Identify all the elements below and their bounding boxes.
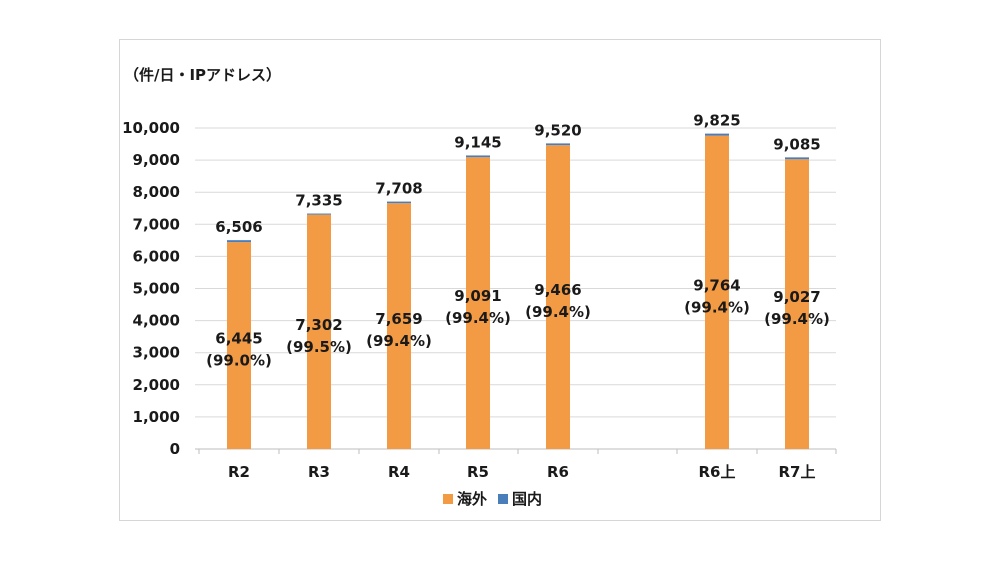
overseas-value-label: 9,764 — [693, 276, 740, 294]
bar-overseas — [307, 214, 331, 449]
legend-swatch-overseas — [443, 494, 453, 504]
bar-overseas — [387, 203, 411, 449]
gridlines — [195, 127, 837, 454]
x-tick-label: R7上 — [779, 463, 816, 481]
x-tick-label: R4 — [388, 463, 410, 481]
total-label: 7,708 — [375, 180, 422, 198]
overseas-value-label: 7,659 — [375, 310, 422, 328]
chart-frame: （件/日・IPアドレス） 0 1,000 2,000 3,000 4,000 5,000 6… — [119, 39, 881, 521]
overseas-value-label: 7,302 — [295, 316, 342, 334]
overseas-percent-label: (99.4%) — [366, 332, 432, 350]
bar-overseas — [546, 145, 570, 449]
x-tick-label: R5 — [467, 463, 489, 481]
bar-domestic — [227, 240, 251, 243]
x-axis-ticks: R2 R3 R4 R5 R6 R6上 R7上 — [228, 463, 816, 481]
y-tick-label: 7,000 — [133, 215, 180, 233]
bar-overseas — [466, 157, 490, 449]
y-tick-label: 10,000 — [122, 119, 180, 137]
total-label: 9,825 — [693, 112, 740, 130]
y-tick-label: 0 — [170, 440, 180, 458]
total-label: 7,335 — [295, 192, 342, 210]
data-labels: 6,506 6,445 (99.0%) 7,335 7,302 (99.5%) 7,708 7… — [206, 112, 830, 370]
x-tick-label: R3 — [308, 463, 330, 481]
overseas-percent-label: (99.5%) — [286, 338, 352, 356]
y-tick-label: 9,000 — [133, 151, 180, 169]
bar-domestic — [785, 157, 809, 160]
y-tick-label: 2,000 — [133, 376, 180, 394]
bar-overseas — [227, 242, 251, 449]
x-tick-label: R6 — [547, 463, 569, 481]
overseas-percent-label: (99.4%) — [764, 310, 830, 328]
bar-domestic — [705, 133, 729, 136]
bar-domestic — [387, 201, 411, 204]
bar-overseas — [705, 135, 729, 449]
overseas-percent-label: (99.4%) — [525, 303, 591, 321]
overseas-value-label: 9,027 — [773, 288, 820, 306]
total-label: 6,506 — [215, 218, 262, 236]
y-tick-label: 1,000 — [133, 408, 180, 426]
overseas-percent-label: (99.4%) — [445, 309, 511, 327]
overseas-value-label: 6,445 — [215, 330, 262, 348]
overseas-percent-label: (99.0%) — [206, 352, 272, 370]
y-tick-label: 8,000 — [133, 183, 180, 201]
overseas-value-label: 9,091 — [454, 287, 501, 305]
bar-chart: （件/日・IPアドレス） 0 1,000 2,000 3,000 4,000 5,000 6… — [122, 66, 837, 508]
overseas-value-label: 9,466 — [534, 281, 581, 299]
y-tick-label: 4,000 — [133, 312, 180, 330]
y-tick-label: 6,000 — [133, 247, 180, 265]
total-label: 9,085 — [773, 135, 820, 153]
total-label: 9,520 — [534, 121, 581, 139]
bar-domestic — [466, 155, 490, 158]
x-tick-label: R2 — [228, 463, 250, 481]
legend-label-domestic: 国内 — [512, 490, 542, 508]
legend-label-overseas: 海外 — [457, 490, 487, 508]
y-unit-label: （件/日・IPアドレス） — [124, 66, 281, 84]
bar-domestic — [546, 143, 570, 146]
bars — [227, 133, 809, 449]
x-tick-label: R6上 — [699, 463, 736, 481]
y-tick-label: 3,000 — [133, 344, 180, 362]
bar-overseas — [785, 159, 809, 449]
y-axis-ticks: 0 1,000 2,000 3,000 4,000 5,000 6,000 7,000 8,00… — [122, 119, 180, 458]
legend: 海外 国内 — [443, 490, 542, 508]
legend-swatch-domestic — [498, 494, 508, 504]
overseas-percent-label: (99.4%) — [684, 298, 750, 316]
bar-domestic — [307, 213, 331, 215]
y-tick-label: 5,000 — [133, 280, 180, 298]
total-label: 9,145 — [454, 133, 501, 151]
